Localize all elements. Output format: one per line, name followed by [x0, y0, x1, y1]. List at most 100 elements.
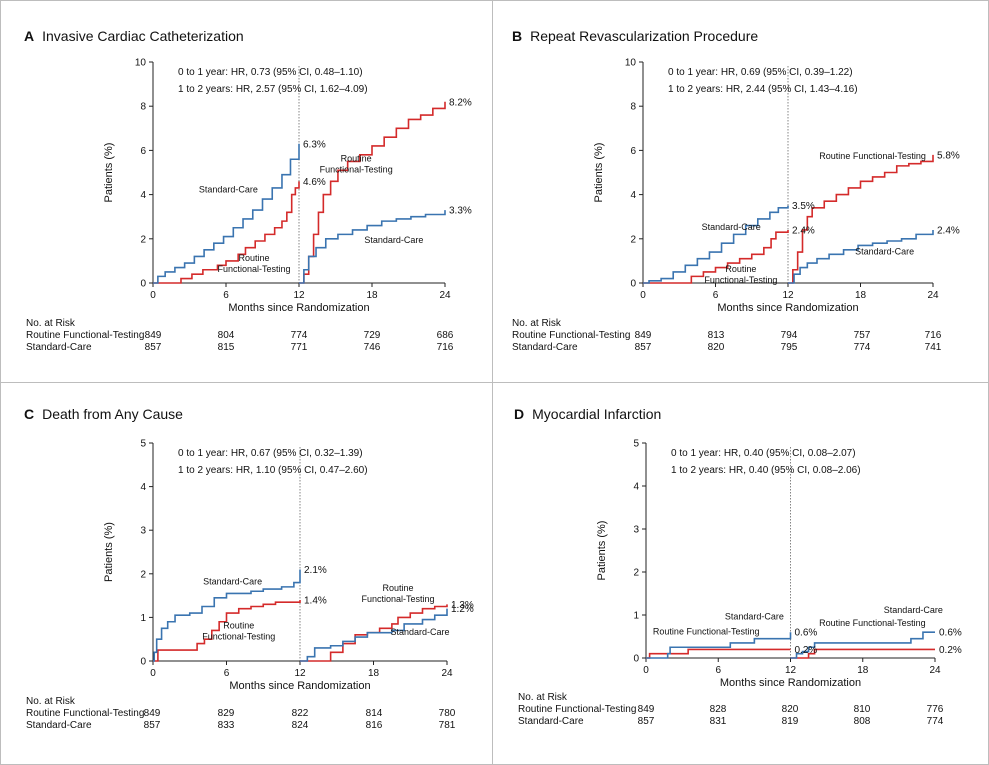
y-tick-label: 4	[140, 190, 146, 201]
panel-letter: D	[514, 406, 525, 422]
risk-value: 857	[143, 720, 161, 731]
y-tick-label: 8	[140, 102, 146, 113]
series-line-standard	[300, 608, 448, 662]
panel-title: D Myocardial Infarction	[514, 406, 661, 422]
risk-value: 774	[290, 330, 308, 341]
hr-period: 0 to 1 year:	[668, 67, 721, 78]
series-line-standard	[643, 205, 789, 284]
series-curve-label: Standard-Care	[855, 246, 914, 256]
panel-title-text: Death from Any Cause	[42, 406, 183, 422]
panel-letter: B	[512, 28, 523, 44]
y-axis-title: Patients (%)	[103, 143, 115, 203]
risk-value: 857	[144, 342, 162, 353]
x-tick-label: 24	[439, 290, 451, 301]
series-line-routine	[153, 599, 301, 662]
x-tick-label: 12	[293, 290, 305, 301]
x-tick-label: 24	[441, 668, 453, 679]
hr-value: HR, 0.40 (95% CI, 0.08–2.06)	[729, 465, 861, 476]
series-curve-label: Standard-Care	[391, 627, 450, 637]
risk-value: 686	[436, 330, 454, 341]
risk-value: 849	[143, 708, 161, 719]
risk-value: 804	[217, 330, 235, 341]
y-axis-title: Patients (%)	[596, 521, 608, 581]
risk-value: 716	[924, 330, 942, 341]
risk-value: 716	[436, 342, 454, 353]
panel-title-text: Invasive Cardiac Catheterization	[42, 28, 244, 44]
series-curve-label-line: Routine Functional-Testing	[819, 618, 926, 628]
series-curve-label-line: Standard-Care	[855, 246, 914, 256]
hr-value: HR, 0.67 (95% CI, 0.32–1.39)	[231, 448, 363, 459]
hr-period: 1 to 2 years:	[671, 465, 729, 476]
series-line-routine	[300, 604, 448, 662]
risk-value: 849	[634, 330, 652, 341]
series-curve-label: Standard-Care	[203, 577, 262, 587]
series-curve-label: Routine Functional-Testing	[704, 264, 777, 285]
risk-row-label-routine: Routine Functional-Testing	[518, 704, 637, 715]
risk-header: No. at Risk	[512, 318, 561, 329]
hazard-ratio-text: 0 to 1 year: HR, 0.69 (95% CI, 0.39–1.22…	[668, 67, 853, 78]
x-tick-label: 18	[368, 668, 380, 679]
y-tick-label: 1	[140, 613, 146, 624]
end-value-label: 1.2%	[451, 604, 474, 615]
risk-value: 849	[637, 704, 655, 715]
panel-title-text: Repeat Revascularization Procedure	[530, 28, 759, 44]
risk-value: 824	[291, 720, 309, 731]
risk-row-label-standard: Standard-Care	[26, 342, 92, 353]
x-tick-label: 12	[294, 668, 306, 679]
y-tick-label: 4	[140, 482, 146, 493]
risk-value: 822	[291, 708, 309, 719]
risk-value: 808	[853, 716, 871, 727]
series-curve-label: Routine Functional-Testing	[819, 151, 926, 161]
risk-value: 746	[363, 342, 381, 353]
series-curve-label: Standard-Care	[725, 611, 784, 621]
risk-value: 776	[926, 704, 944, 715]
series-curve-label-line: Standard-Care	[702, 222, 761, 232]
series-curve-label: Standard-Care	[199, 184, 258, 194]
series-line-standard	[153, 143, 300, 284]
end-value-label: 2.1%	[304, 565, 327, 576]
hazard-ratio-text: 1 to 2 years: HR, 0.40 (95% CI, 0.08–2.0…	[671, 465, 861, 476]
end-value-label: 2.4%	[792, 225, 815, 236]
risk-header: No. at Risk	[518, 692, 567, 703]
panel-title: B Repeat Revascularization Procedure	[512, 28, 758, 44]
x-tick-label: 18	[855, 290, 867, 301]
series-line-routine	[643, 229, 789, 284]
y-tick-label: 2	[140, 569, 146, 580]
risk-value: 828	[709, 704, 727, 715]
risk-value: 857	[637, 716, 655, 727]
hazard-ratio-text: 1 to 2 years: HR, 2.44 (95% CI, 1.43–4.1…	[668, 84, 858, 95]
hr-period: 0 to 1 year:	[178, 67, 231, 78]
y-tick-label: 4	[633, 482, 639, 493]
hr-value: HR, 0.40 (95% CI, 0.08–2.07)	[724, 448, 856, 459]
hr-value: HR, 0.73 (95% CI, 0.48–1.10)	[231, 67, 363, 78]
risk-value: 741	[924, 342, 942, 353]
x-tick-label: 0	[150, 290, 156, 301]
series-curve-label: Routine Functional-Testing	[819, 618, 926, 628]
x-tick-label: 18	[366, 290, 378, 301]
risk-value: 757	[853, 330, 871, 341]
y-tick-label: 3	[140, 526, 146, 537]
hr-period: 1 to 2 years:	[178, 84, 236, 95]
y-axis-title: Patients (%)	[103, 522, 115, 582]
y-tick-label: 0	[140, 657, 146, 668]
x-tick-label: 12	[785, 665, 797, 676]
y-tick-label: 0	[140, 279, 146, 290]
end-value-label: 3.5%	[792, 201, 815, 212]
risk-value: 816	[365, 720, 383, 731]
panel-letter: C	[24, 406, 35, 422]
x-tick-label: 12	[782, 290, 794, 301]
end-value-label: 0.2%	[939, 645, 962, 656]
series-curve-label-line: Routine Functional-Testing	[819, 151, 926, 161]
series-curve-label-line: Standard-Care	[203, 577, 262, 587]
hr-value: HR, 2.44 (95% CI, 1.43–4.16)	[726, 84, 858, 95]
y-tick-label: 0	[633, 654, 639, 665]
series-curve-label-line: Standard-Care	[884, 605, 943, 615]
x-tick-label: 24	[927, 290, 939, 301]
series-line-routine	[153, 181, 300, 284]
series-line-routine	[790, 648, 935, 659]
y-tick-label: 3	[633, 525, 639, 536]
risk-value: 831	[709, 716, 727, 727]
series-line-standard	[299, 210, 446, 284]
series-line-standard	[646, 632, 792, 659]
